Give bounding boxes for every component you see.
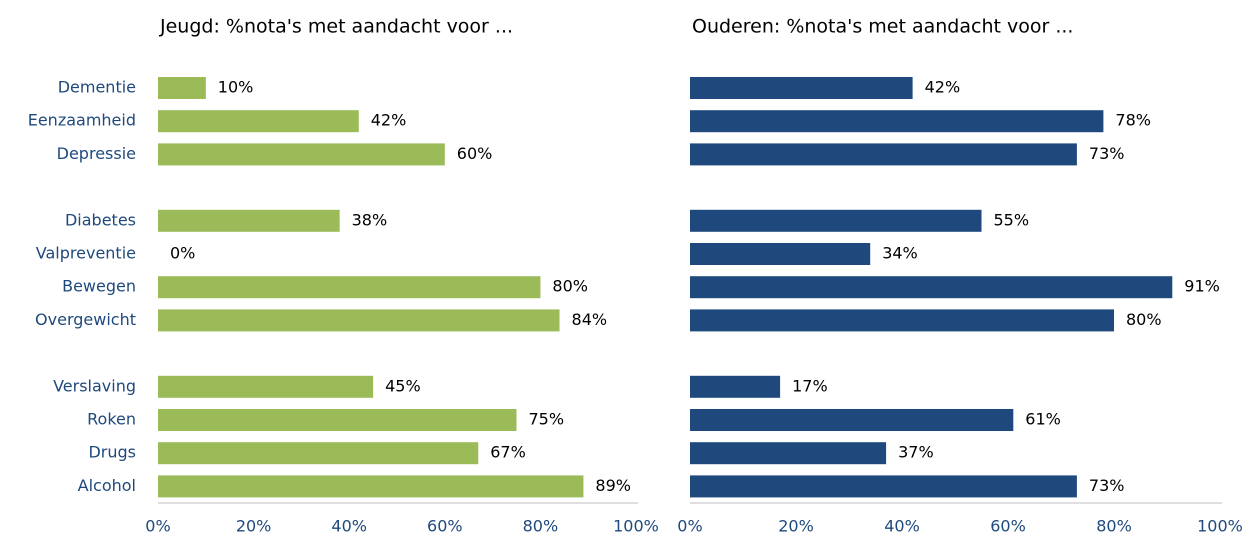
value-label: 34% bbox=[882, 244, 918, 263]
category-label: Eenzaamheid bbox=[28, 111, 136, 130]
bar bbox=[690, 276, 1173, 299]
bar bbox=[690, 475, 1077, 498]
bar bbox=[690, 243, 871, 265]
value-label: 89% bbox=[595, 476, 631, 495]
bar bbox=[158, 375, 374, 398]
value-label: 75% bbox=[529, 410, 565, 429]
bar bbox=[690, 442, 887, 465]
category-label: Overgewicht bbox=[35, 310, 136, 329]
x-tick-label: 100% bbox=[613, 517, 659, 536]
category-label: Drugs bbox=[88, 443, 136, 462]
value-label: 61% bbox=[1025, 410, 1061, 429]
value-label: 38% bbox=[352, 210, 388, 229]
x-tick-label: 0% bbox=[145, 517, 170, 536]
bar bbox=[690, 375, 781, 398]
value-label: 67% bbox=[490, 443, 526, 462]
chart-title: Ouderen: %nota's met aandacht voor ... bbox=[692, 16, 1073, 38]
bar bbox=[690, 110, 1104, 133]
bar bbox=[690, 143, 1077, 166]
value-label: 73% bbox=[1089, 144, 1125, 163]
bar bbox=[158, 143, 445, 166]
value-label: 60% bbox=[457, 144, 493, 163]
bar bbox=[158, 475, 584, 498]
value-label: 91% bbox=[1184, 277, 1220, 296]
category-label: Valpreventie bbox=[36, 244, 136, 263]
x-tick-label: 40% bbox=[884, 517, 920, 536]
x-tick-label: 60% bbox=[427, 517, 463, 536]
category-label: Roken bbox=[87, 410, 136, 429]
bar bbox=[158, 209, 340, 232]
bar bbox=[158, 77, 206, 99]
bar bbox=[690, 77, 913, 99]
category-label: Dementie bbox=[58, 78, 136, 97]
value-label: 80% bbox=[1126, 310, 1162, 329]
value-label: 78% bbox=[1115, 111, 1151, 130]
x-tick-label: 20% bbox=[778, 517, 814, 536]
chart-title: Jeugd: %nota's met aandacht voor ... bbox=[159, 16, 513, 38]
value-label: 80% bbox=[552, 277, 588, 296]
value-label: 73% bbox=[1089, 476, 1125, 495]
bar bbox=[158, 409, 517, 431]
value-label: 42% bbox=[925, 78, 961, 97]
x-tick-label: 0% bbox=[677, 517, 702, 536]
value-label: 42% bbox=[371, 111, 407, 130]
value-label: 17% bbox=[792, 376, 828, 395]
category-label: Diabetes bbox=[65, 210, 136, 229]
category-label: Verslaving bbox=[53, 376, 136, 395]
x-tick-label: 20% bbox=[236, 517, 272, 536]
category-label: Alcohol bbox=[78, 476, 136, 495]
bar bbox=[158, 110, 359, 133]
bar bbox=[690, 309, 1114, 332]
x-tick-label: 40% bbox=[331, 517, 367, 536]
value-label: 37% bbox=[898, 443, 934, 462]
category-label: Depressie bbox=[57, 144, 136, 163]
value-label: 55% bbox=[994, 210, 1030, 229]
value-label: 84% bbox=[572, 310, 608, 329]
value-label: 0% bbox=[170, 244, 195, 263]
x-tick-label: 100% bbox=[1197, 517, 1243, 536]
x-tick-label: 80% bbox=[1096, 517, 1132, 536]
bar bbox=[690, 409, 1014, 431]
value-label: 10% bbox=[218, 78, 254, 97]
x-tick-label: 80% bbox=[523, 517, 559, 536]
bar bbox=[690, 209, 982, 232]
bar bbox=[158, 442, 479, 465]
bar bbox=[158, 309, 560, 332]
value-label: 45% bbox=[385, 376, 421, 395]
x-tick-label: 60% bbox=[990, 517, 1026, 536]
bar bbox=[158, 276, 541, 299]
category-label: Bewegen bbox=[62, 277, 136, 296]
